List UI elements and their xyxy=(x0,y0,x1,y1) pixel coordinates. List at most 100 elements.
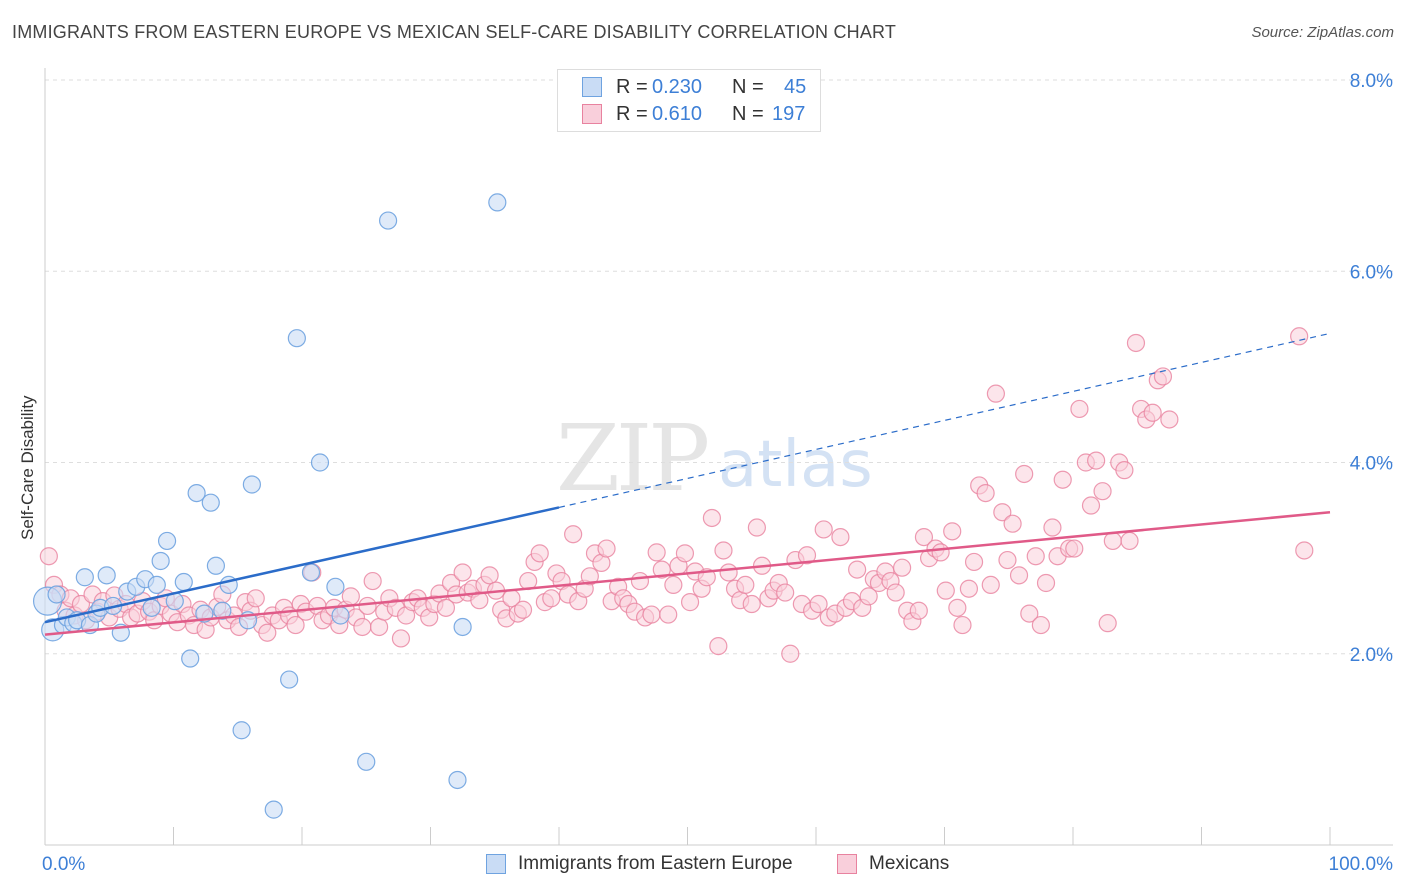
data-point-mexicans xyxy=(914,527,934,547)
data-point-mexicans xyxy=(736,575,755,595)
data-point-mexicans xyxy=(909,601,928,620)
data-point-mexicans xyxy=(453,563,472,582)
data-point-mexicans xyxy=(1031,615,1050,635)
data-point-mexicans xyxy=(776,583,795,602)
data-point-mexicans xyxy=(258,623,277,642)
data-point-mexicans xyxy=(530,544,549,563)
data-point-mexicans xyxy=(480,566,499,585)
data-point-mexicans xyxy=(358,596,377,616)
data-point-eastern-europe xyxy=(47,585,66,604)
data-point-mexicans xyxy=(709,636,728,656)
data-point-mexicans xyxy=(936,581,955,600)
data-point-eastern-europe xyxy=(264,800,283,819)
data-point-mexicans xyxy=(1160,410,1179,429)
data-point-mexicans xyxy=(1043,518,1062,537)
data-point-mexicans xyxy=(597,539,616,558)
x-tick-label: 100.0% xyxy=(1329,854,1394,875)
data-point-mexicans xyxy=(1098,614,1117,633)
y-axis-label: Self-Care Disability xyxy=(18,395,37,540)
data-point-mexicans xyxy=(1081,496,1101,515)
data-point-mexicans xyxy=(1009,566,1029,585)
legend-n-label-2: N = xyxy=(732,102,764,125)
data-point-mexicans xyxy=(848,560,867,579)
data-point-mexicans xyxy=(953,615,972,635)
data-point-mexicans xyxy=(1070,399,1089,419)
data-point-mexicans xyxy=(1087,451,1106,470)
data-point-mexicans xyxy=(1290,327,1309,346)
data-point-mexicans xyxy=(976,484,995,503)
data-point-eastern-europe xyxy=(142,598,161,617)
data-point-mexicans xyxy=(1065,539,1084,558)
data-point-mexicans xyxy=(781,644,800,663)
data-point-mexicans xyxy=(964,552,984,572)
data-point-mexicans xyxy=(647,543,666,562)
data-point-mexicans xyxy=(714,541,733,560)
data-point-mexicans xyxy=(1020,604,1039,623)
data-point-eastern-europe xyxy=(151,551,170,571)
data-point-eastern-europe xyxy=(331,606,350,625)
legend-r-label-2: R = xyxy=(616,102,648,125)
data-point-mexicans xyxy=(630,571,650,591)
data-point-eastern-europe xyxy=(181,649,200,668)
legend-r-value-1: 0.230 xyxy=(652,75,703,98)
bottom-legend-label-2: Mexicans xyxy=(869,853,950,874)
legend-n-value-2: 197 xyxy=(772,102,806,125)
data-point-mexicans xyxy=(1126,333,1146,353)
data-point-eastern-europe xyxy=(213,601,232,620)
data-point-eastern-europe xyxy=(232,721,251,740)
legend-swatch-pink xyxy=(582,104,602,124)
data-point-mexicans xyxy=(513,600,533,619)
watermark-atlas: atlas xyxy=(718,428,873,502)
data-point-eastern-europe xyxy=(280,670,299,689)
data-point-mexicans xyxy=(659,605,678,624)
x-tick-label: 0.0% xyxy=(42,854,85,875)
data-point-eastern-europe xyxy=(488,193,507,212)
legend-row-series1: R = 0.230 N = 45 xyxy=(582,75,806,99)
data-point-mexicans xyxy=(341,587,360,606)
data-point-mexicans xyxy=(580,567,599,586)
bottom-legend-label-1: Immigrants from Eastern Europe xyxy=(518,853,793,874)
data-point-eastern-europe xyxy=(157,531,177,551)
data-point-mexicans xyxy=(664,575,683,595)
data-point-mexicans xyxy=(986,384,1006,403)
data-point-mexicans xyxy=(948,598,967,617)
data-point-mexicans xyxy=(1053,470,1072,489)
data-point-mexicans xyxy=(859,587,878,606)
data-point-eastern-europe xyxy=(206,556,226,575)
legend-r-value-2: 0.610 xyxy=(652,102,703,125)
data-point-eastern-europe xyxy=(357,752,376,771)
data-point-mexicans xyxy=(998,550,1017,570)
data-point-mexicans xyxy=(959,579,979,598)
data-point-eastern-europe xyxy=(147,575,166,595)
legend-row-series2: R = 0.610 N = 197 xyxy=(582,102,805,126)
data-point-mexicans xyxy=(702,508,722,528)
data-point-mexicans xyxy=(642,605,661,624)
data-point-mexicans xyxy=(39,547,58,566)
data-point-eastern-europe xyxy=(378,211,398,230)
data-point-mexicans xyxy=(981,575,1000,595)
legend-n-value-1: 45 xyxy=(784,75,807,98)
data-point-mexicans xyxy=(353,617,372,637)
data-point-mexicans xyxy=(814,520,833,539)
data-point-eastern-europe xyxy=(310,453,330,472)
data-point-eastern-europe xyxy=(75,568,94,587)
data-point-eastern-europe xyxy=(287,329,306,348)
legend-swatch-blue xyxy=(582,77,602,97)
data-point-mexicans xyxy=(1093,482,1112,501)
data-point-mexicans xyxy=(747,518,766,537)
data-point-eastern-europe xyxy=(187,484,206,503)
trend-line-mexicans xyxy=(44,510,1331,636)
data-point-mexicans xyxy=(943,522,962,541)
source-label: Source: ZipAtlas.com xyxy=(1251,24,1394,41)
data-point-mexicans xyxy=(742,594,761,614)
data-point-mexicans xyxy=(391,629,411,648)
bottom-legend-series2: Mexicans xyxy=(837,853,949,875)
data-point-mexicans xyxy=(370,617,389,637)
legend-r-label-1: R = xyxy=(616,75,648,98)
chart-title: IMMIGRANTS FROM EASTERN EUROPE VS MEXICA… xyxy=(12,22,897,42)
data-point-mexicans xyxy=(809,594,828,614)
data-point-eastern-europe xyxy=(201,493,220,512)
data-point-eastern-europe xyxy=(453,617,472,637)
data-point-mexicans xyxy=(246,589,265,608)
